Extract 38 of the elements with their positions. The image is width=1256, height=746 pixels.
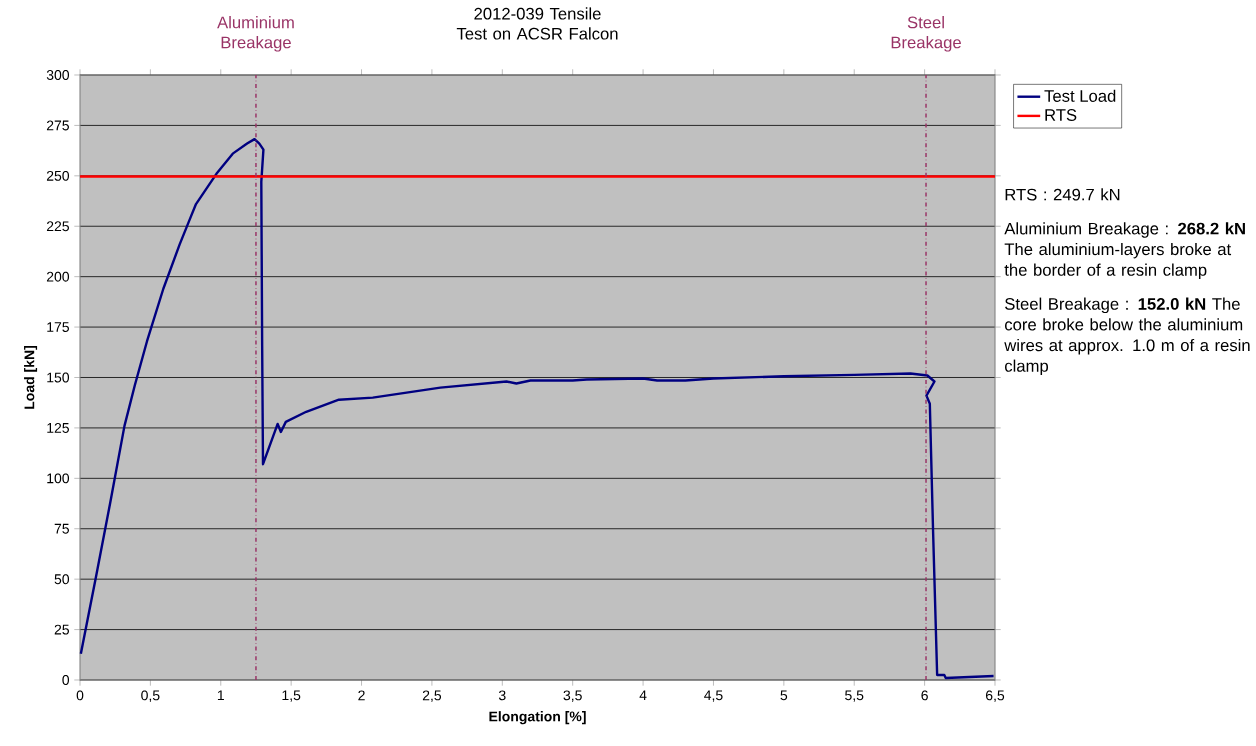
x-tick-label: 1 bbox=[217, 690, 224, 701]
legend-label: Test Load bbox=[1044, 89, 1116, 102]
text: RTS : 249.7 kN bbox=[1005, 188, 1120, 201]
x-tick-label: 3,5 bbox=[563, 690, 582, 702]
y-tick-label: 200 bbox=[46, 271, 70, 282]
x-tick-label: 5,5 bbox=[845, 690, 864, 702]
y-tick-label: 225 bbox=[46, 221, 69, 232]
x-tick-label: 2,5 bbox=[422, 690, 442, 702]
legend-label: RTS bbox=[1045, 109, 1077, 121]
chart-title: 2012-039 Tensile Test on ACSR Falcon bbox=[456, 7, 618, 40]
x-tick-label: 4,5 bbox=[704, 690, 723, 702]
y-axis-title: Load [kN] bbox=[24, 346, 38, 409]
ref-line-label: Aluminium Breakage bbox=[217, 16, 294, 52]
y-tick-label: 25 bbox=[54, 624, 69, 635]
x-tick-label: 5 bbox=[780, 690, 788, 701]
y-tick-label: 0 bbox=[62, 675, 70, 685]
y-tick-label: 275 bbox=[46, 120, 69, 131]
x-tick-label: 4 bbox=[639, 690, 647, 701]
x-tick-label: 3 bbox=[498, 690, 506, 701]
x-tick-label: 0 bbox=[76, 690, 84, 701]
text: Steel Breakage : 152.0 kN The core broke below the aluminium wires at approx. 1.0 m of a resin clamp bbox=[1004, 297, 1250, 376]
x-tick-label: 6,5 bbox=[985, 690, 1005, 702]
y-tick-label: 150 bbox=[47, 372, 70, 383]
x-tick-label: 2 bbox=[358, 690, 365, 701]
y-tick-label: 250 bbox=[46, 170, 70, 181]
x-tick-label: 1,5 bbox=[282, 690, 301, 702]
line-series bbox=[79, 137, 995, 680]
ref-line-label: Steel Breakage bbox=[891, 16, 961, 52]
text: Aluminium Breakage : 268.2 kN The aluminium-layers broke at the border of a resin clamp bbox=[1004, 222, 1245, 280]
y-tick-label: 125 bbox=[47, 422, 69, 433]
y-tick-label: 100 bbox=[47, 473, 70, 484]
x-tick-label: 0,5 bbox=[141, 690, 160, 702]
y-tick-label: 175 bbox=[47, 322, 69, 332]
y-tick-label: 300 bbox=[46, 70, 70, 80]
y-tick-label: 50 bbox=[54, 574, 70, 585]
y-tick-label: 75 bbox=[54, 523, 69, 534]
x-tick-label: 6 bbox=[921, 690, 928, 701]
x-axis-title: Elongation [%] bbox=[489, 711, 586, 725]
